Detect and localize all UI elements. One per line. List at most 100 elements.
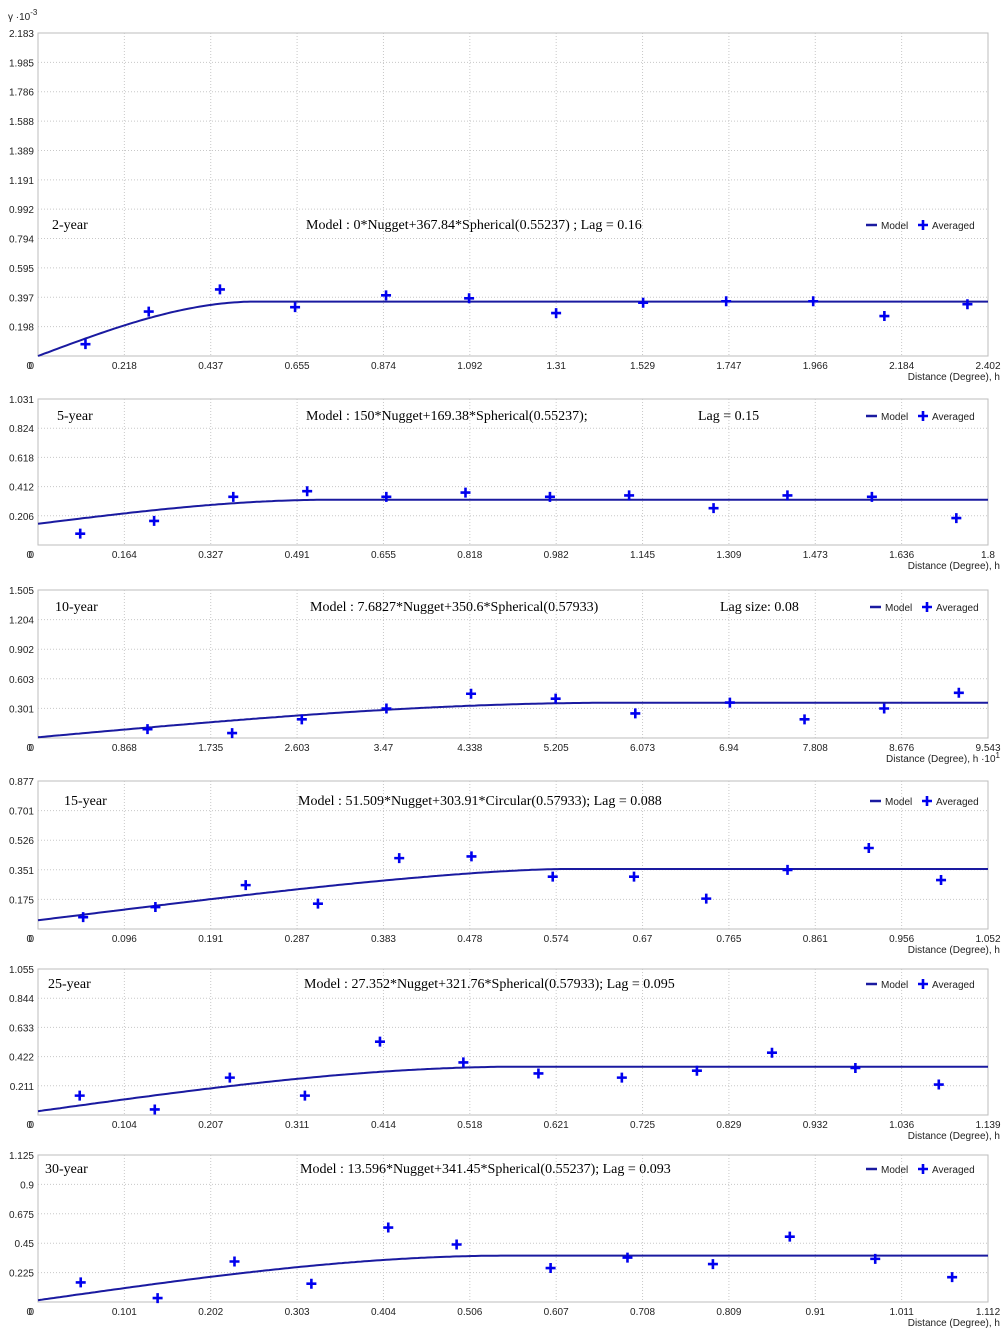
panel-label: 10-year — [55, 600, 98, 615]
x-tick-label: 1.036 — [889, 1120, 914, 1131]
averaged-point — [306, 1278, 317, 1289]
averaged-point — [312, 898, 323, 909]
x-tick-label: 0.404 — [371, 1307, 396, 1318]
averaged-point — [951, 513, 962, 524]
x-tick-label: 1.052 — [975, 934, 1000, 945]
averaged-point — [550, 693, 561, 704]
y-tick-label: 0.351 — [9, 866, 34, 877]
y-tick-label: 0.992 — [9, 205, 34, 216]
plot-frame — [37, 32, 989, 357]
x-tick-label: 0.861 — [803, 934, 828, 945]
y-tick-label: 0 — [28, 361, 34, 372]
y-tick-label: 1.191 — [9, 176, 34, 187]
x-axis-exponent: 1 — [996, 751, 1001, 760]
panel-30-year: 0 0.101 0.202 0.303 0.404 0.506 0.607 0.708 0.80… — [9, 1151, 1001, 1329]
x-tick-label: 0.818 — [457, 550, 482, 561]
x-tick-label: 0.311 — [285, 1120, 310, 1131]
averaged-point — [616, 1072, 627, 1083]
y-tick-label: 0.412 — [9, 483, 34, 494]
y-tick-label: 0.225 — [9, 1269, 34, 1280]
averaged-point — [290, 302, 301, 313]
x-tick-label: 1.092 — [457, 361, 482, 372]
x-tick-label: 0.621 — [544, 1120, 569, 1131]
panel-label: 2-year — [52, 218, 88, 233]
model-formula: Model : 0*Nugget+367.84*Spherical(0.5523… — [306, 218, 642, 233]
x-tick-label: 0.91 — [806, 1307, 826, 1318]
averaged-point — [451, 1239, 462, 1250]
averaged-point — [784, 1231, 795, 1242]
averaged-point — [879, 311, 890, 322]
averaged-point — [545, 1263, 556, 1274]
x-axis-label: Distance (Degree), h ·101 — [886, 751, 1001, 765]
y-tick-label: 0.603 — [9, 675, 34, 686]
legend: Model Averaged — [870, 796, 979, 808]
averaged-point — [149, 515, 160, 526]
x-tick-label: 1.966 — [803, 361, 828, 372]
averaged-point — [394, 853, 405, 864]
x-tick-label: 0.437 — [198, 361, 223, 372]
averaged-point — [150, 902, 161, 913]
averaged-point — [782, 490, 793, 501]
y-tick-label: 0 — [28, 1120, 34, 1131]
averaged-point — [152, 1293, 163, 1304]
x-tick-label: 0.708 — [630, 1307, 655, 1318]
model-formula: Model : 7.6827*Nugget+350.6*Spherical(0.… — [310, 600, 599, 615]
legend: Model Averaged — [866, 411, 975, 423]
averaged-point — [149, 1104, 160, 1115]
y-tick-label: 0.397 — [9, 293, 34, 304]
averaged-point — [381, 491, 392, 502]
y-tick-label: 0.9 — [20, 1180, 34, 1191]
legend-averaged-swatch — [918, 220, 928, 230]
plot-frame — [37, 1154, 989, 1303]
panel-15-year: 0 0.096 0.191 0.287 0.383 0.478 0.574 0.67 0.765… — [9, 777, 1001, 956]
x-tick-label: 7.808 — [803, 743, 828, 754]
averaged-point — [808, 296, 819, 307]
y-tick-label: 0.701 — [9, 807, 34, 818]
x-tick-label: 0.491 — [285, 550, 310, 561]
y-tick-label: 1.505 — [9, 586, 34, 597]
model-curve — [37, 701, 988, 739]
model-formula: Model : 13.596*Nugget+341.45*Spherical(0… — [300, 1162, 671, 1177]
x-tick-label: 2.402 — [975, 361, 1000, 372]
x-tick-label: 0.655 — [285, 361, 310, 372]
x-axis-label-text: Distance (Degree), h ·10 — [886, 754, 996, 765]
legend-averaged-swatch — [918, 979, 928, 989]
x-tick-label: 1.747 — [716, 361, 741, 372]
x-tick-label: 0 — [26, 361, 32, 372]
legend-model-label: Model — [881, 221, 908, 232]
x-tick-label: 0.191 — [198, 934, 223, 945]
y-tick-label: 1.125 — [9, 1151, 34, 1162]
x-tick-label: 1.735 — [198, 743, 223, 754]
x-tick-label: 1.112 — [976, 1307, 1001, 1318]
legend-averaged-swatch — [922, 796, 932, 806]
x-tick-label: 0.327 — [198, 550, 223, 561]
averaged-point — [458, 1057, 469, 1068]
x-tick-label: 0.207 — [198, 1120, 223, 1131]
y-tick-label: 0.198 — [9, 323, 34, 334]
averaged-point — [142, 724, 153, 735]
panel-10-year: 0 0.868 1.735 2.603 3.47 4.338 5.205 6.073 6.94 7… — [9, 586, 1001, 765]
averaged-point — [691, 1065, 702, 1076]
y-tick-label: 1.389 — [9, 146, 34, 157]
averaged-point — [782, 864, 793, 875]
y-tick-label: 0.902 — [9, 645, 34, 656]
lag-text: Lag = 0.15 — [698, 409, 759, 424]
averaged-point — [879, 703, 890, 714]
y-tick-label: 1.786 — [9, 88, 34, 99]
x-tick-label: 0.164 — [112, 550, 137, 561]
x-tick-label: 4.338 — [457, 743, 482, 754]
averaged-point — [229, 1256, 240, 1267]
y-tick-label: 1.055 — [9, 965, 34, 976]
y-tick-label: 0.45 — [15, 1239, 35, 1250]
legend: Model Averaged — [866, 1164, 975, 1176]
panel-5-year: 0 0.164 0.327 0.491 0.655 0.818 0.982 1.145 1.30… — [9, 395, 1000, 572]
model-curve — [37, 868, 988, 922]
x-tick-label: 0.414 — [371, 1120, 396, 1131]
model-formula: Model : 27.352*Nugget+321.76*Spherical(0… — [304, 977, 675, 992]
averaged-point — [551, 308, 562, 319]
x-tick-label: 0.655 — [371, 550, 396, 561]
y-tick-label: 0.824 — [9, 424, 34, 435]
x-tick-label: 1.473 — [803, 550, 828, 561]
x-tick-label: 1.309 — [716, 550, 741, 561]
